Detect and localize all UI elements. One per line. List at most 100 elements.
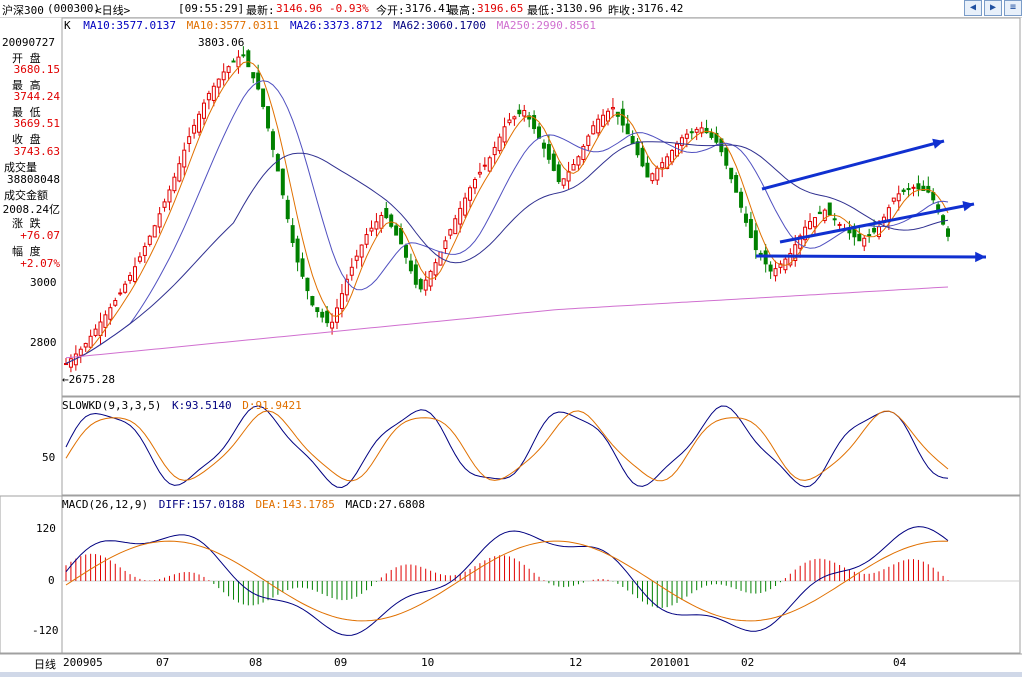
candle-body [512, 116, 517, 120]
candle-body [211, 85, 216, 101]
candle-body [931, 192, 936, 201]
x-tick-08: 08 [249, 656, 263, 669]
candle-body [418, 279, 423, 290]
candle-body [748, 219, 753, 238]
status-bar [0, 672, 1022, 677]
trend-arrow-lower [755, 254, 987, 259]
candle-body [88, 335, 93, 348]
arrow-right-icon[interactable]: ▶ [984, 0, 1002, 16]
candle-body [832, 218, 837, 221]
candle-body [911, 186, 916, 189]
candle-body [103, 314, 108, 328]
candle-body [310, 296, 315, 306]
candle-body [231, 60, 236, 63]
candle-body [325, 310, 330, 324]
macd-dea: DEA:143.1785 [255, 498, 335, 511]
open-price: 3176.41 [405, 2, 452, 15]
candle-body [891, 197, 896, 202]
info-amp-label: 幅 度 [12, 245, 41, 258]
candle-body [448, 229, 453, 236]
period-label[interactable]: <日线> [95, 4, 131, 17]
candle-body [743, 213, 748, 223]
info-amount: 2008.24亿 [2, 203, 60, 216]
candle-body [709, 132, 714, 138]
quote-time: [09:55:29] [178, 2, 245, 15]
ma10-line [65, 61, 949, 364]
macd-dea-line [65, 540, 949, 622]
x-tick-07: 07 [156, 656, 170, 669]
candle-body [98, 321, 103, 337]
candle-body [694, 128, 699, 133]
candle-body [315, 307, 320, 313]
candle-body [827, 202, 832, 216]
macd-axis-0: 0 [48, 574, 55, 587]
price-panel-frame [61, 17, 1021, 397]
candle-body [492, 146, 497, 156]
quote-bar: 沪深300 (000300) <日线> [09:55:29] 最新: 3146.… [0, 0, 1022, 18]
candle-body [167, 189, 172, 203]
candle-body [886, 207, 891, 222]
info-volume: 38808048 [7, 173, 60, 186]
high-price: 3196.65 [477, 2, 524, 15]
candle-body [152, 225, 157, 238]
candle-body [266, 106, 271, 129]
candle-body [561, 178, 566, 186]
candle-body [344, 278, 349, 296]
x-tick-201001: 201001 [650, 656, 690, 669]
candle-body [472, 179, 477, 189]
x-tick-200905: 200905 [63, 656, 103, 669]
prev-close-price: 3176.42 [637, 2, 684, 15]
info-amp: +2.07% [20, 257, 60, 270]
candle-body [650, 173, 655, 182]
candle-body [640, 147, 645, 167]
macd-axis-frame [0, 495, 63, 654]
latest-label: 最新: [246, 4, 275, 17]
candle-body [803, 226, 808, 241]
macd-diff-line [65, 526, 949, 636]
candle-body [251, 72, 256, 79]
candle-body [660, 162, 665, 169]
candle-body [408, 260, 413, 272]
price-axis-3000: 3000 [30, 276, 57, 289]
candle-body [581, 145, 586, 160]
candle-body [596, 118, 601, 134]
candle-body [197, 113, 202, 133]
candle-body [689, 131, 694, 134]
candle-body [941, 215, 946, 225]
candle-body [699, 127, 704, 134]
candle-body [305, 277, 310, 292]
candle-body [684, 133, 689, 139]
candle-body [551, 153, 556, 171]
legend-ma10: MA10:3577.0137 [83, 19, 176, 32]
candle-body [423, 279, 428, 291]
info-high-label: 最 高 [12, 79, 41, 92]
candle-body [901, 189, 906, 192]
arrow-left-icon[interactable]: ◀ [964, 0, 982, 16]
kd-axis-50: 50 [42, 451, 56, 464]
candle-body [546, 144, 551, 160]
candle-body [837, 223, 842, 226]
candle-body [261, 88, 266, 107]
candle-body [704, 127, 709, 134]
candle-body [389, 214, 394, 227]
candle-body [778, 263, 783, 268]
candle-body [679, 137, 684, 146]
info-panel: 20090727 开 盘 3680.15 最 高 3744.24 最 低 366… [0, 18, 62, 398]
candle-body [645, 162, 650, 178]
candle-body [522, 109, 527, 117]
candle-body [113, 300, 118, 306]
candle-body [670, 149, 675, 163]
candle-body [142, 246, 147, 256]
candle-body [630, 136, 635, 145]
x-tick-04: 04 [893, 656, 907, 669]
candle-body [413, 264, 418, 285]
candle-body [620, 108, 625, 126]
candle-body [241, 54, 246, 57]
low-price: 3130.96 [556, 2, 603, 15]
candle-body [83, 342, 88, 348]
candle-body [285, 199, 290, 220]
candle-body [226, 66, 231, 73]
info-amount-label: 成交金额 [4, 189, 48, 202]
trend-arrow-lower-head [975, 251, 986, 263]
